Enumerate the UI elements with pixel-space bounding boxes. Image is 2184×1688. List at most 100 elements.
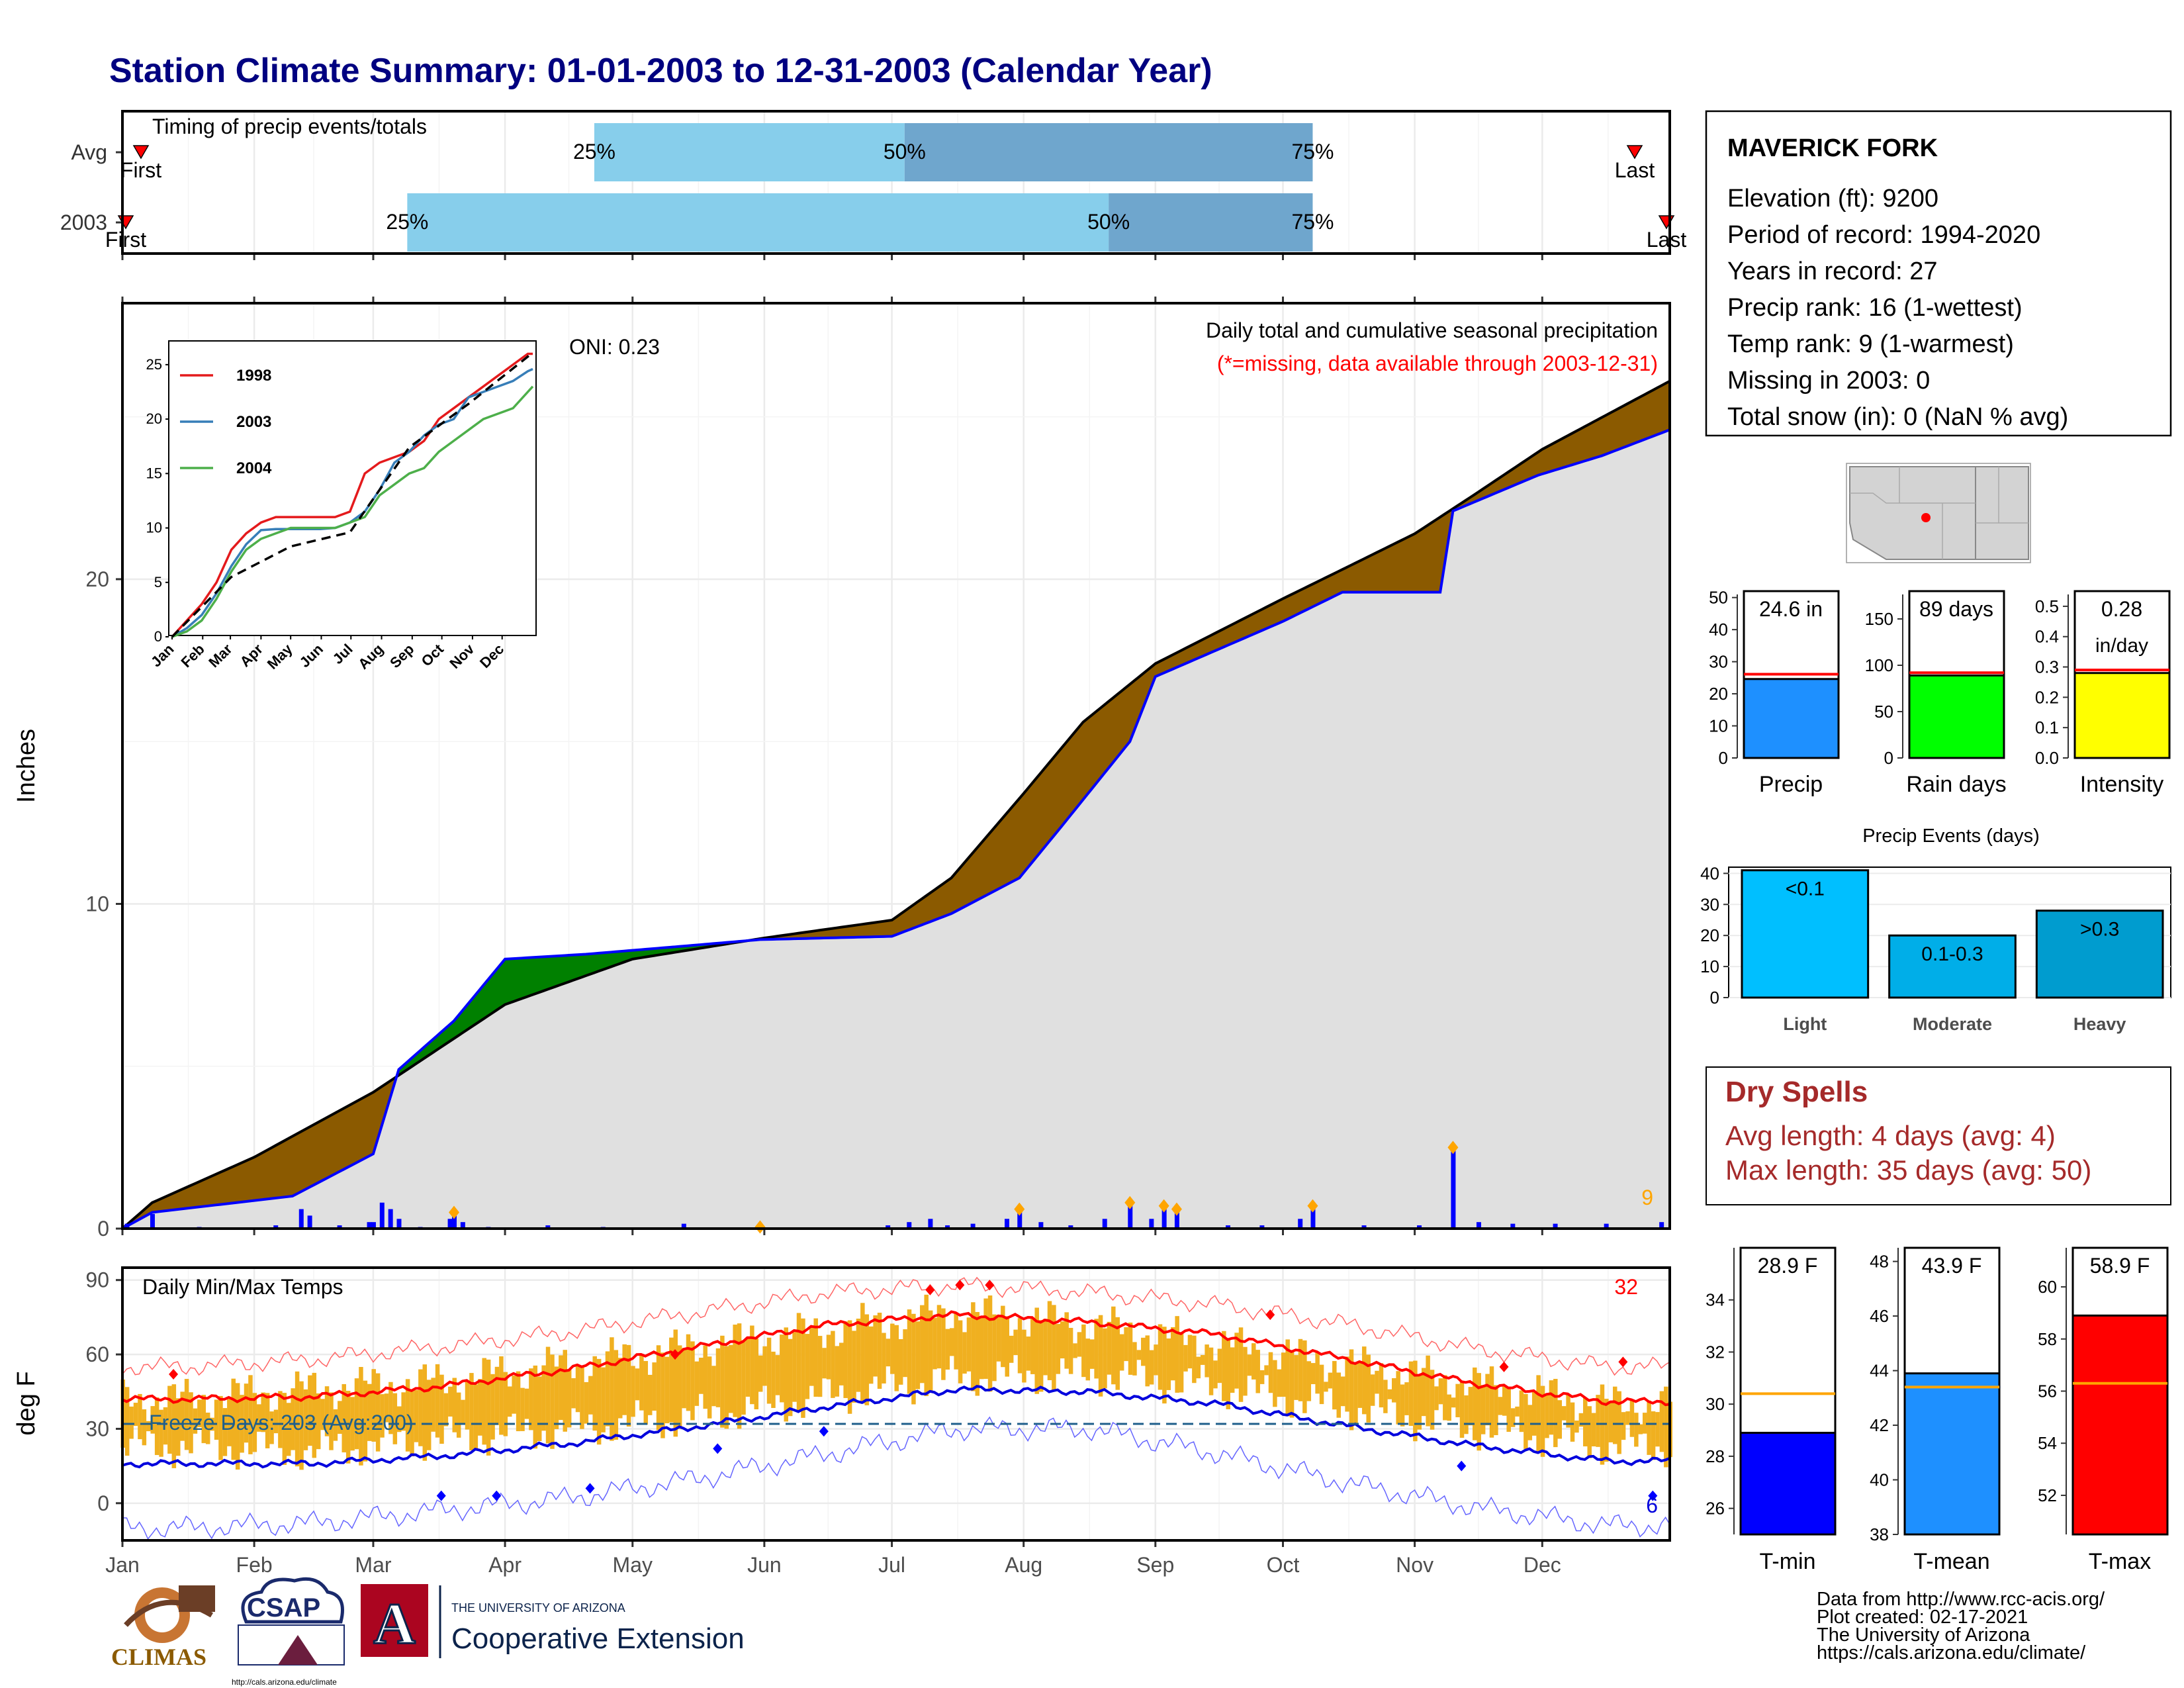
daily-precip-bar	[681, 1223, 686, 1229]
timing-bar-50-75	[1109, 193, 1313, 252]
timing-pct-75: 75%	[1291, 210, 1334, 234]
temperature-panel-frame	[121, 1266, 1671, 1542]
station-temp-rank: Temp rank: 9 (1-warmest)	[1727, 330, 2014, 358]
daily-temp-bar	[154, 1397, 159, 1456]
daily-temp-bar	[494, 1366, 500, 1425]
daily-temp-bar	[324, 1386, 330, 1436]
daily-temp-bar	[750, 1325, 754, 1405]
inset-legend-label: 2003	[236, 413, 271, 431]
timing-bar-25-50	[407, 193, 1109, 252]
daily-precip-bar	[1451, 1147, 1456, 1229]
timing-2003-last-label: Last	[1647, 228, 1687, 252]
daily-temp-bar	[1230, 1347, 1235, 1393]
inset-series-line-2003	[171, 367, 533, 638]
inset-y-tick-label: 20	[146, 410, 162, 427]
station-location-marker	[1921, 513, 1931, 522]
daily-temp-bar	[1043, 1319, 1048, 1376]
precip-events-bar-light	[1741, 869, 1870, 999]
daily-temp-bar	[1064, 1312, 1069, 1369]
daily-temp-bar	[1613, 1386, 1617, 1444]
daily-temp-bar	[1570, 1402, 1575, 1442]
daily-temp-bar	[269, 1411, 274, 1444]
daily-temp-bar	[1294, 1355, 1298, 1400]
temp-summary-chart-t-mean: 38 40 42 44 46 48 43.9 F T-mean	[1870, 1246, 2001, 1574]
daily-temp-bar	[1268, 1352, 1273, 1393]
daily-temp-bar	[1259, 1370, 1265, 1384]
daily-temp-bar	[1192, 1335, 1197, 1383]
daily-temp-bar	[1026, 1336, 1031, 1371]
temp-summary-x-label: T-max	[2089, 1549, 2151, 1574]
daily-temp-bar	[367, 1383, 372, 1441]
temp-summary-y-tick-label: 58	[2038, 1329, 2057, 1349]
precip-events-y-tick-label: 30	[1700, 894, 1719, 914]
daily-temp-bar	[529, 1368, 533, 1430]
credit-line-2: Plot created: 02-17-2021	[1817, 1607, 2028, 1628]
page-title: Station Climate Summary: 01-01-2003 to 1…	[109, 52, 1212, 90]
daily-temp-bar	[512, 1376, 516, 1414]
daily-temp-bar	[682, 1348, 686, 1409]
daily-temp-bar	[146, 1421, 151, 1432]
summary-bar-charts: 0 10 20 30 40 50 24.6 in Precip 0 50 100 150 89 days…	[1709, 588, 2171, 797]
daily-temp-bar	[962, 1332, 967, 1374]
daily-temp-bar	[1081, 1324, 1086, 1378]
daily-temp-bar	[287, 1403, 291, 1456]
summary-y-tick-label: 30	[1709, 652, 1728, 672]
daily-temp-bar	[588, 1376, 593, 1415]
daily-temp-bar	[839, 1342, 844, 1385]
daily-temp-bar	[567, 1369, 572, 1428]
daily-temp-bar	[1421, 1368, 1426, 1417]
record-high-marker	[670, 1349, 680, 1360]
daily-temp-bar	[1038, 1320, 1044, 1392]
daily-temp-bar	[1647, 1400, 1651, 1455]
summary-x-label: Rain days	[1906, 772, 2006, 797]
daily-temp-bar	[979, 1316, 984, 1380]
daily-temp-bar	[244, 1383, 249, 1443]
daily-temp-bar	[1034, 1307, 1039, 1394]
record-low-marker	[1648, 1490, 1658, 1501]
daily-temp-bar	[580, 1366, 584, 1429]
daily-temp-bar	[733, 1325, 737, 1417]
summary-y-tick-label: 0	[1719, 748, 1728, 768]
daily-temp-bar	[711, 1366, 716, 1407]
daily-temp-bar	[1208, 1347, 1214, 1395]
daily-temp-bar	[1400, 1384, 1405, 1427]
daily-temp-bar	[741, 1340, 746, 1415]
timing-pct-25: 25%	[573, 140, 615, 164]
daily-temp-bar	[465, 1381, 470, 1430]
temp-summary-value-label: 28.9 F	[1758, 1254, 1818, 1278]
daily-precip-bar	[928, 1219, 933, 1229]
inset-series-line-1998	[171, 352, 533, 638]
high-precip-marker	[449, 1205, 459, 1219]
daily-temp-bar	[1459, 1382, 1465, 1438]
cumulative-deficit-area	[122, 1069, 399, 1229]
climas-logo-text: CLIMAS	[111, 1644, 206, 1670]
daily-temp-bar	[822, 1348, 827, 1379]
temp-summary-y-tick-label: 34	[1706, 1290, 1725, 1310]
daily-temp-bar	[1005, 1316, 1009, 1377]
summary-y-tick-label: 10	[1709, 716, 1728, 736]
new-mexico-shape	[1975, 466, 2029, 560]
daily-temp-bar	[1298, 1338, 1303, 1401]
daily-temp-bar	[805, 1334, 810, 1399]
daily-temp-bar	[1119, 1334, 1124, 1371]
daily-temp-bar	[1030, 1317, 1035, 1374]
inset-series-line-2004	[171, 385, 534, 638]
daily-temp-bar	[1629, 1400, 1635, 1437]
inset-legend-label: 1998	[236, 367, 271, 385]
daily-temp-bar	[1617, 1391, 1621, 1454]
daily-temp-bar	[1370, 1374, 1375, 1406]
daily-temp-bar	[563, 1350, 567, 1432]
daily-temp-bar	[456, 1392, 461, 1438]
daily-temp-bar	[928, 1310, 933, 1391]
daily-temp-bar	[1659, 1391, 1664, 1452]
daily-precip-bar	[1659, 1222, 1664, 1229]
daily-temp-bar	[1001, 1305, 1005, 1368]
daily-temp-bar	[1289, 1351, 1295, 1418]
daily-temp-bar	[138, 1393, 142, 1440]
daily-temp-bar	[397, 1406, 402, 1432]
cumulative-areas	[121, 379, 1670, 1230]
precip-events-bar-heavy	[2035, 910, 2164, 999]
daily-temp-bar	[1353, 1363, 1358, 1425]
cumulative-deficit-area	[751, 381, 1670, 941]
daily-precip-bar	[150, 1213, 155, 1229]
